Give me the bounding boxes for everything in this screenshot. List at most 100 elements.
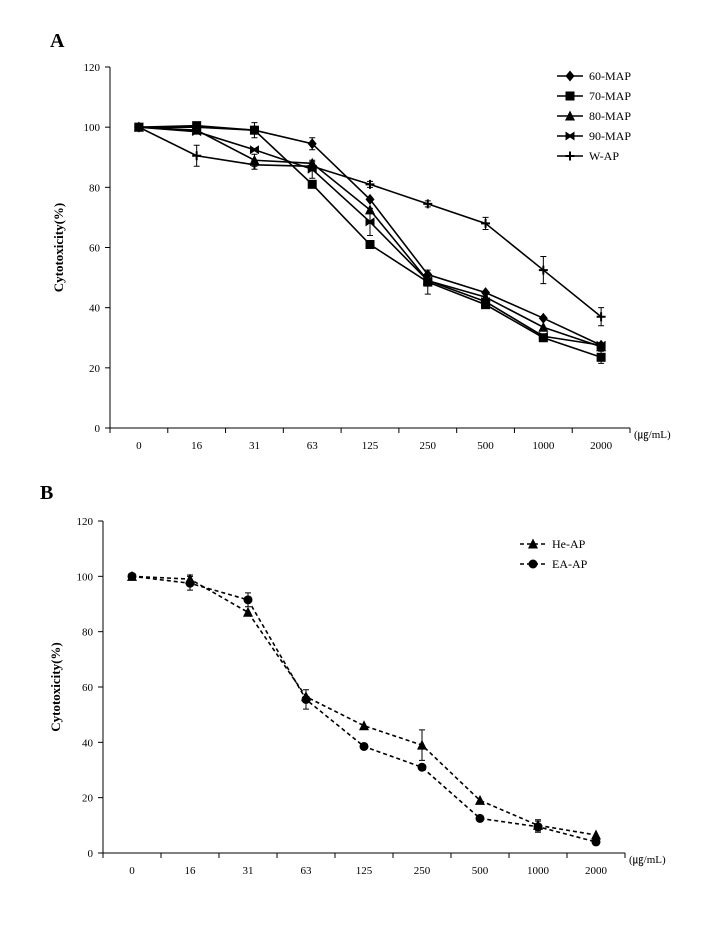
legend-marker: [565, 110, 575, 121]
series-line: [138, 126, 602, 346]
series-60-MAP: [134, 121, 606, 351]
legend-marker: [565, 91, 575, 101]
x-tick-label: 1000: [532, 440, 555, 452]
data-point: [307, 138, 317, 150]
legend-item: 70-MAP: [557, 89, 631, 103]
data-point: [249, 145, 259, 155]
legend-label: 90-MAP: [589, 129, 631, 143]
chart-a-svg: 0 20 40 60 80 100 120 0 16 31 63 125 250 500 1000 2000 (…: [51, 62, 671, 452]
data-point: [365, 179, 375, 189]
panel-label-a: A: [50, 30, 65, 52]
data-point: [596, 312, 606, 322]
legend-item: 80-MAP: [557, 109, 631, 123]
series-EA-AP: [127, 571, 601, 847]
data-point: [538, 331, 548, 341]
y-tick-label: 40: [89, 303, 101, 315]
legend-marker: [565, 70, 575, 82]
y-tick-label: 120: [77, 516, 94, 528]
x-tick-label: 1000: [527, 865, 550, 877]
series-He-AP: [127, 570, 601, 840]
y-axis-label: Cytotoxicity(%): [48, 642, 63, 732]
x-tick-label: 31: [243, 865, 254, 877]
legend-label: 70-MAP: [589, 89, 631, 103]
x-tick-label: 125: [362, 440, 379, 452]
legend-item: 90-MAP: [557, 129, 631, 143]
series-line: [131, 575, 597, 836]
y-tick-label: 20: [82, 793, 94, 805]
data-point: [423, 199, 433, 209]
x-tick-label: 2000: [585, 865, 608, 877]
data-point: [134, 122, 144, 132]
y-tick-label: 0: [88, 848, 94, 860]
y-tick-label: 0: [95, 423, 101, 435]
legend-item: EA-AP: [520, 557, 588, 571]
data-point: [307, 161, 317, 171]
data-point: [359, 720, 369, 731]
y-tick-label: 20: [89, 363, 101, 375]
data-point: [365, 193, 375, 205]
data-point: [359, 741, 369, 751]
data-point: [533, 822, 543, 832]
x-tick-label: 63: [307, 440, 319, 452]
x-tick-label: 250: [414, 865, 431, 877]
x-tick-label: 0: [129, 865, 135, 877]
data-point: [307, 179, 317, 189]
legend-label: He-AP: [552, 537, 586, 551]
data-point: [596, 352, 606, 362]
data-point: [417, 739, 427, 750]
data-point: [249, 125, 259, 135]
legend-label: EA-AP: [552, 557, 588, 571]
x-tick-label: 63: [301, 865, 313, 877]
legend-label: 80-MAP: [589, 109, 631, 123]
data-point: [538, 265, 548, 275]
chart-panel-a: A 0 20 40 60 80 100 120 0 16 31 63 125 250 500 1000 200…: [0, 0, 718, 462]
x-tick-label: 500: [477, 440, 494, 452]
data-point: [192, 151, 202, 161]
data-point: [127, 571, 137, 581]
data-point: [481, 297, 491, 307]
y-axis-label: Cytotoxicity(%): [51, 203, 66, 293]
series-80-MAP: [133, 121, 607, 352]
y-tick-label: 60: [82, 682, 94, 694]
data-point: [538, 321, 549, 332]
data-point: [301, 694, 311, 704]
data-point: [475, 794, 485, 805]
legend-marker: [528, 538, 538, 549]
data-point: [591, 837, 601, 847]
x-tick-label: 500: [472, 865, 489, 877]
y-tick-label: 80: [82, 627, 94, 639]
y-tick-label: 40: [82, 737, 94, 749]
data-point: [249, 160, 259, 170]
y-tick-label: 60: [89, 243, 101, 255]
data-point: [365, 239, 375, 249]
y-tick-label: 80: [89, 182, 101, 194]
y-tick-label: 100: [84, 122, 101, 134]
legend-marker: [565, 131, 575, 141]
data-point: [365, 217, 375, 227]
data-point: [417, 762, 427, 772]
data-point: [423, 276, 433, 286]
data-point: [243, 606, 253, 617]
legend-item: 60-MAP: [557, 69, 631, 83]
data-point: [475, 813, 485, 823]
data-point: [192, 127, 202, 137]
data-point: [596, 340, 606, 350]
data-point: [538, 312, 548, 324]
x-unit-label: (㎍/mL): [634, 429, 671, 441]
legend-marker: [565, 151, 575, 161]
y-tick-label: 120: [84, 62, 101, 74]
panel-label-b: B: [40, 482, 54, 504]
data-point: [243, 595, 253, 605]
y-tick-label: 100: [77, 571, 94, 583]
data-point: [481, 218, 491, 228]
legend-marker: [528, 559, 538, 569]
chart-b-svg: 0 20 40 60 80 100 120 0 16 31 63 125 250 500 1000 2000 (…: [48, 516, 666, 877]
series-W-AP: [134, 122, 606, 327]
legend-label: W-AP: [589, 149, 619, 163]
chart-panel-b: B 0 20 40 60 80 100 120 0 16 31 63 125 250 500 1000 200…: [0, 462, 718, 939]
x-tick-label: 250: [420, 440, 437, 452]
data-point: [538, 333, 548, 343]
x-tick-label: 16: [191, 440, 203, 452]
legend-label: 60-MAP: [589, 69, 631, 83]
data-point: [591, 829, 601, 840]
